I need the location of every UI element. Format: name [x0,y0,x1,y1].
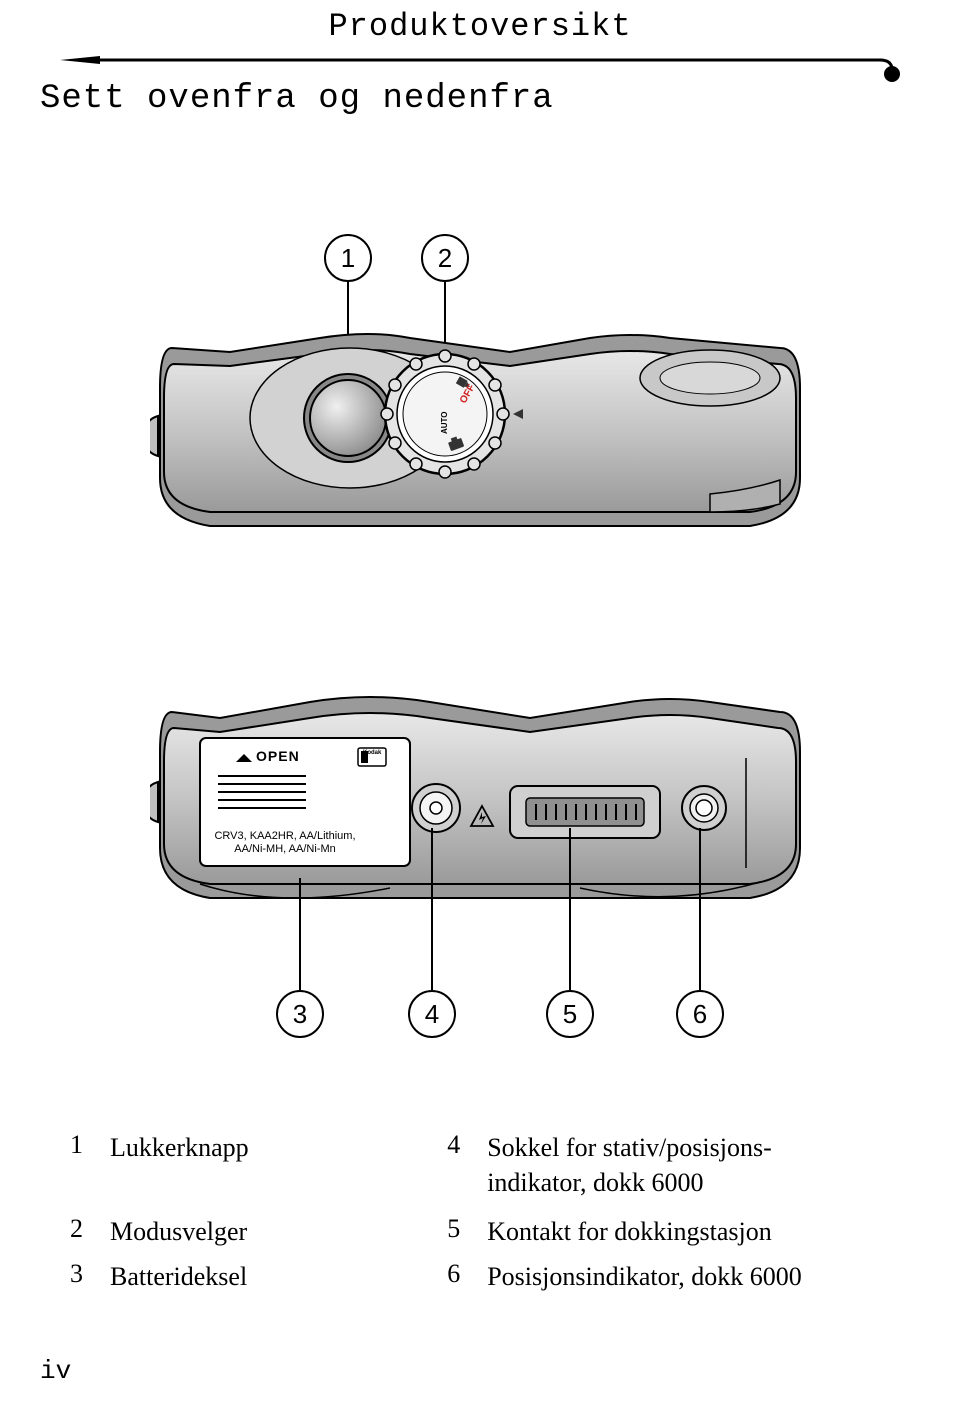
legend-table: 1 Lukkerknapp 4 Sokkel for stativ/posisj… [70,1130,890,1294]
callout-2: 2 [421,234,469,282]
diagram-area: 1 2 [0,118,960,1138]
legend-item: 6 Posisjonsindikator, dokk 6000 [447,1259,890,1294]
battery-spec: CRV3, KAA2HR, AA/Lithium, AA/Ni-MH, AA/N… [210,830,360,856]
leader-4 [431,828,433,990]
dial-auto-label: AUTO [440,411,449,434]
callout-num: 6 [693,999,707,1030]
page-header: Produktoversikt [0,0,960,70]
legend-num: 1 [70,1130,110,1160]
legend-item: 4 Sokkel for stativ/posisjons- indikator… [447,1130,890,1200]
open-label: OPEN [256,748,300,764]
callout-num: 5 [563,999,577,1030]
leader-3 [299,878,301,990]
legend-text: Lukkerknapp [110,1130,447,1165]
battery-line2: AA/Ni-MH, AA/Ni-Mn [234,843,335,855]
callout-3: 3 [276,990,324,1038]
camera-top-view: AUTO OFF [150,308,810,558]
page-title: Produktoversikt [0,0,960,45]
callout-num: 2 [438,243,452,274]
legend-num: 5 [447,1214,487,1244]
legend-text: Kontakt for dokkingstasjon [487,1214,890,1249]
legend-text: Posisjonsindikator, dokk 6000 [487,1259,890,1294]
legend-item: 1 Lukkerknapp [70,1130,447,1200]
callout-num: 1 [341,243,355,274]
legend-text: Modusvelger [110,1214,447,1249]
legend-text: Sokkel for stativ/posisjons- indikator, … [487,1130,890,1200]
legend-num: 6 [447,1259,487,1289]
header-rule [60,56,900,60]
legend-num: 4 [447,1130,487,1160]
kodak-badge-text: Kodak [363,750,381,757]
callout-num: 4 [425,999,439,1030]
legend-item: 5 Kontakt for dokkingstasjon [447,1214,890,1249]
leader-6 [699,828,701,990]
battery-line1: CRV3, KAA2HR, AA/Lithium, [214,830,355,842]
leader-5 [569,828,571,990]
callout-num: 3 [293,999,307,1030]
legend-num: 3 [70,1259,110,1289]
page-number: iv [40,1356,71,1386]
callout-4: 4 [408,990,456,1038]
callout-1: 1 [324,234,372,282]
camera-bottom-view: OPEN CRV3, KAA2HR, AA/Lithium, AA/Ni-MH,… [150,678,810,928]
callout-5: 5 [546,990,594,1038]
legend-item: 2 Modusvelger [70,1214,447,1249]
callout-6: 6 [676,990,724,1038]
legend-num: 2 [70,1214,110,1244]
legend-text: Batterideksel [110,1259,447,1294]
legend-item: 3 Batterideksel [70,1259,447,1294]
